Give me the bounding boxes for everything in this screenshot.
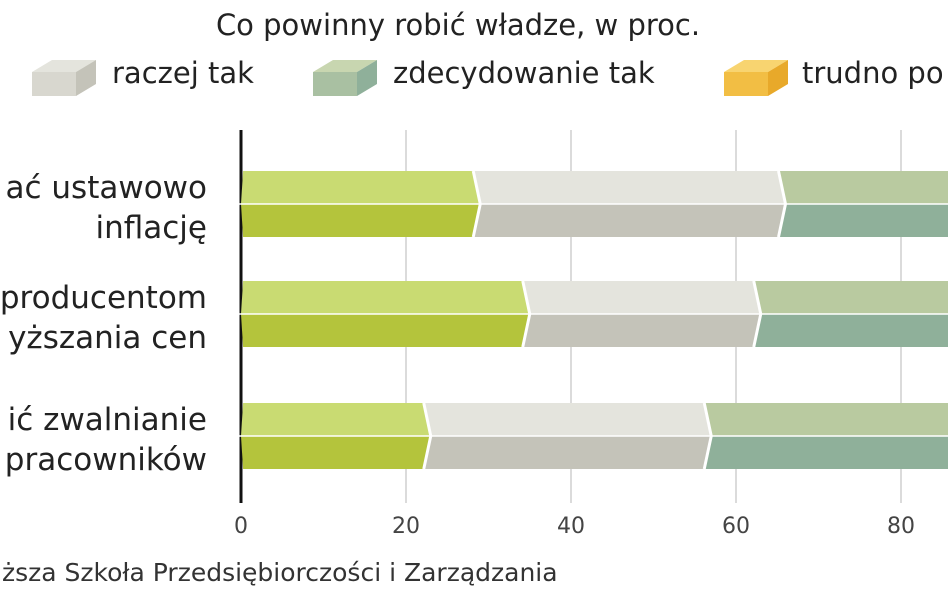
legend-swatch-top (32, 60, 96, 72)
category-label-line: producentom (0, 280, 207, 316)
bar-segment-bottom (473, 204, 786, 237)
bar-segment-bottom (704, 436, 948, 469)
legend-label: zdecydowanie tak (393, 56, 655, 90)
bar-segment-bottom (241, 204, 481, 237)
bar-segment (241, 403, 431, 469)
legend-swatch-top (724, 60, 788, 72)
x-tick-label: 20 (392, 514, 420, 539)
bar-segment-bottom (753, 314, 948, 347)
legend-swatch-front (313, 72, 357, 96)
category-label: ić zwalnianie pracowników (5, 402, 207, 478)
bars (231, 170, 948, 470)
chart-title: Co powinny robić władze, w proc. (216, 8, 700, 42)
x-tick-labels: 0 20 40 60 80 (234, 514, 915, 539)
bar-segment (777, 170, 948, 238)
legend-swatch-front (32, 72, 76, 96)
x-tick-label: 80 (887, 514, 915, 539)
bar-segment-top (241, 403, 431, 436)
category-label: producentom yższania cen (0, 280, 207, 356)
bar-segment-top (241, 171, 481, 204)
bar-segment (422, 402, 712, 470)
bar-segment-top (778, 171, 948, 204)
bar-segment-top (522, 281, 761, 314)
category-label: ać ustawowo inflację (6, 170, 208, 246)
legend-swatch-side (357, 60, 377, 96)
category-label-line: ić zwalnianie (8, 402, 207, 438)
category-labels: ać ustawowo inflację producentom yższania c… (0, 170, 207, 478)
bar-segment-bottom (423, 436, 712, 469)
bar-segment (752, 280, 948, 348)
bar-segment (521, 280, 761, 348)
category-label-line: pracowników (5, 442, 207, 478)
bar-segment-top (704, 403, 948, 436)
bar-segment-bottom (241, 314, 530, 347)
legend-swatch-side (76, 60, 96, 96)
bar-segment-top (473, 171, 786, 204)
category-label-line: ać ustawowo (6, 170, 208, 206)
bar-segment-bottom (241, 436, 431, 469)
x-tick-label: 60 (722, 514, 750, 539)
bar-segment (471, 170, 786, 238)
bar-segment (241, 171, 481, 237)
bar-segment-bottom (522, 314, 761, 347)
legend-label: raczej tak (112, 56, 254, 90)
category-label-line: inflację (95, 210, 207, 246)
legend-item: zdecydowanie tak (313, 56, 655, 96)
legend-swatch-front (724, 72, 768, 96)
legend-swatch-side (768, 60, 788, 96)
category-label-line: yższania cen (8, 320, 207, 356)
bar-segment-bottom (778, 204, 948, 237)
legend-label: trudno po (802, 56, 944, 90)
x-tick-label: 40 (557, 514, 585, 539)
legend: raczej tak zdecydowanie tak trudno po (32, 56, 944, 96)
x-tick-label: 0 (234, 514, 248, 539)
bar-segment-top (753, 281, 948, 314)
source-note: ższa Szkoła Przedsiębiorczości i Zarządz… (2, 558, 558, 587)
legend-item: trudno po (724, 56, 944, 96)
bar-segment (241, 281, 530, 347)
bar-segment-top (241, 281, 530, 314)
legend-item: raczej tak (32, 56, 254, 96)
legend-swatch-top (313, 60, 377, 72)
bar-segment-top (423, 403, 712, 436)
bar-segment (702, 402, 948, 470)
